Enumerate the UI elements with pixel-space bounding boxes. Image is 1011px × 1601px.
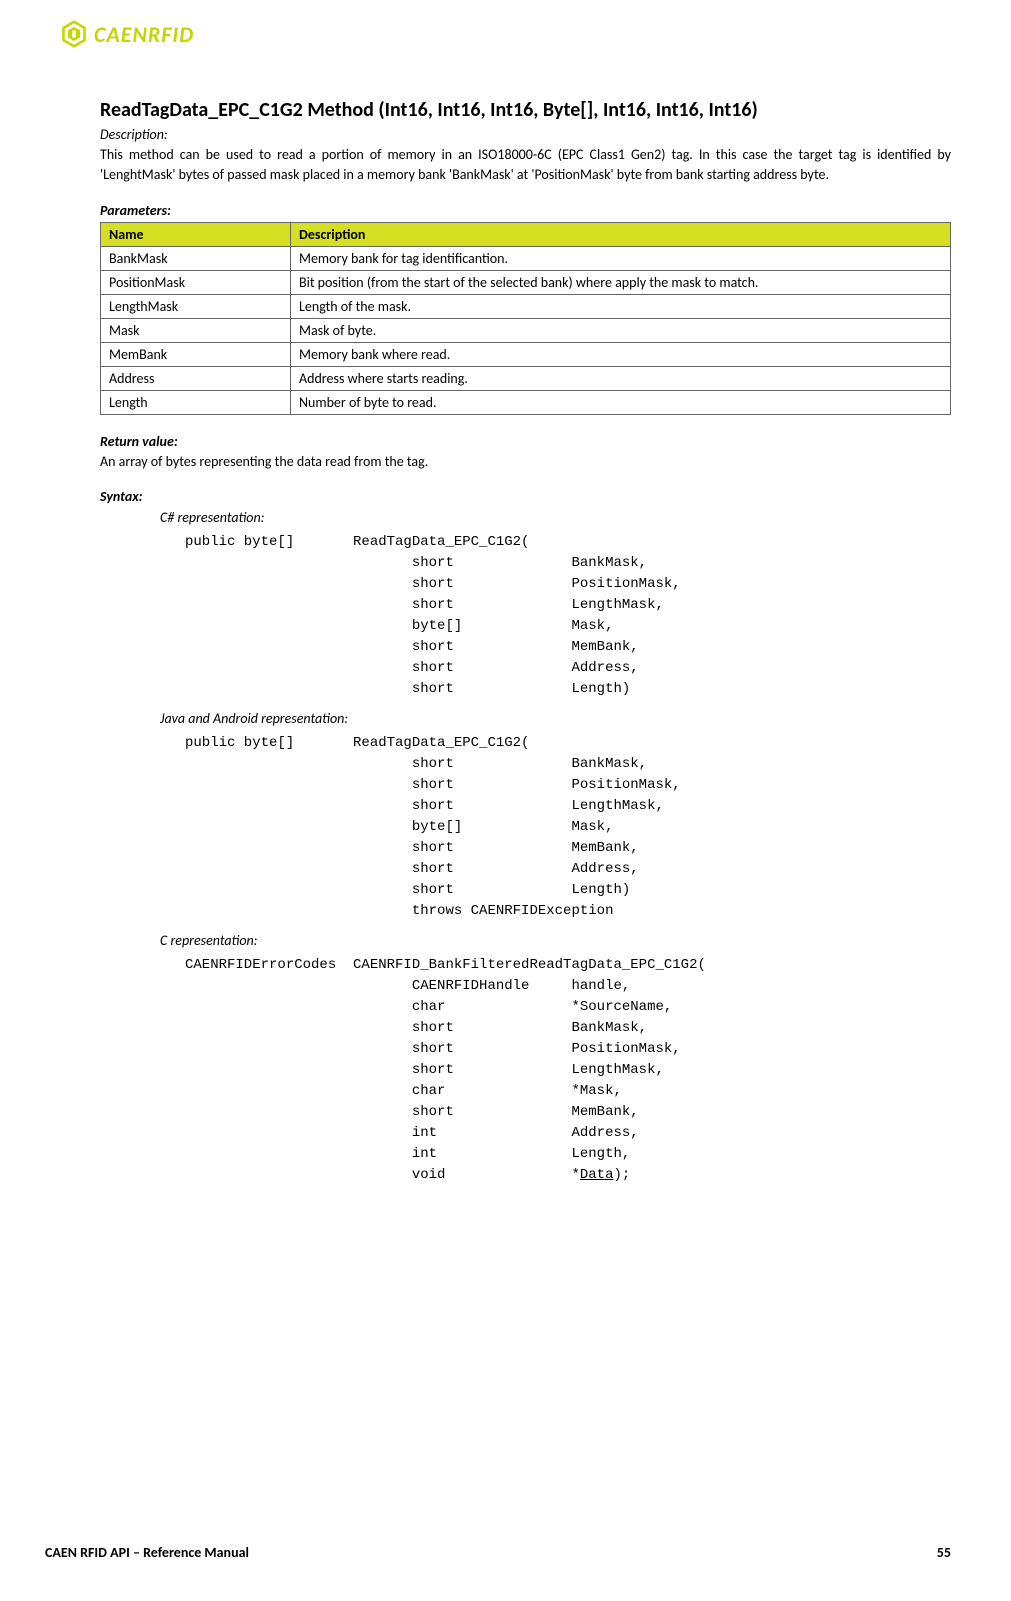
page: CAENRFID ReadTagData_EPC_C1G2 Method (In… (0, 0, 1011, 1601)
parameters-label: Parameters: (100, 202, 951, 219)
return-label: Return value: (100, 433, 951, 450)
param-name: LengthMask (101, 295, 291, 319)
footer-title: CAEN RFID API – Reference Manual (45, 1544, 249, 1561)
param-desc: Memory bank where read. (291, 343, 951, 367)
description-text: This method can be used to read a portio… (100, 145, 951, 184)
param-desc: Number of byte to read. (291, 391, 951, 415)
param-desc: Mask of byte. (291, 319, 951, 343)
csharp-code: public byte[] ReadTagData_EPC_C1G2( shor… (185, 532, 951, 700)
c-code: CAENRFIDErrorCodes CAENRFID_BankFiltered… (185, 955, 951, 1186)
table-header-desc: Description (291, 223, 951, 247)
param-desc: Length of the mask. (291, 295, 951, 319)
table-header-name: Name (101, 223, 291, 247)
c-code-post: ); (613, 1167, 630, 1183)
c-code-data: Data (580, 1167, 614, 1183)
parameters-table: Name Description BankMask Memory bank fo… (100, 222, 951, 415)
table-row: LengthMask Length of the mask. (101, 295, 951, 319)
table-row: PositionMask Bit position (from the star… (101, 271, 951, 295)
c-label: C representation: (160, 932, 951, 949)
param-name: Mask (101, 319, 291, 343)
param-desc: Address where starts reading. (291, 367, 951, 391)
java-code: public byte[] ReadTagData_EPC_C1G2( shor… (185, 733, 951, 922)
java-label: Java and Android representation: (160, 710, 951, 727)
brand-name: CAENRFID (94, 21, 194, 48)
table-row: Address Address where starts reading. (101, 367, 951, 391)
table-row: Length Number of byte to read. (101, 391, 951, 415)
page-footer: CAEN RFID API – Reference Manual 55 (45, 1544, 951, 1561)
description-label: Description: (100, 126, 951, 143)
syntax-label: Syntax: (100, 488, 951, 505)
param-desc: Bit position (from the start of the sele… (291, 271, 951, 295)
c-code-pre: CAENRFIDErrorCodes CAENRFID_BankFiltered… (185, 957, 706, 1183)
param-name: Length (101, 391, 291, 415)
param-name: Address (101, 367, 291, 391)
return-text: An array of bytes representing the data … (100, 453, 951, 470)
page-number: 55 (937, 1544, 951, 1561)
table-row: Mask Mask of byte. (101, 319, 951, 343)
rfid-logo-icon (60, 20, 88, 48)
content-area: ReadTagData_EPC_C1G2 Method (Int16, Int1… (100, 98, 951, 1186)
param-desc: Memory bank for tag identificantion. (291, 247, 951, 271)
param-name: MemBank (101, 343, 291, 367)
method-title: ReadTagData_EPC_C1G2 Method (Int16, Int1… (100, 98, 951, 122)
table-row: BankMask Memory bank for tag identifican… (101, 247, 951, 271)
param-name: BankMask (101, 247, 291, 271)
param-name: PositionMask (101, 271, 291, 295)
csharp-label: C# representation: (160, 509, 951, 526)
table-row: MemBank Memory bank where read. (101, 343, 951, 367)
brand-logo: CAENRFID (60, 20, 951, 48)
